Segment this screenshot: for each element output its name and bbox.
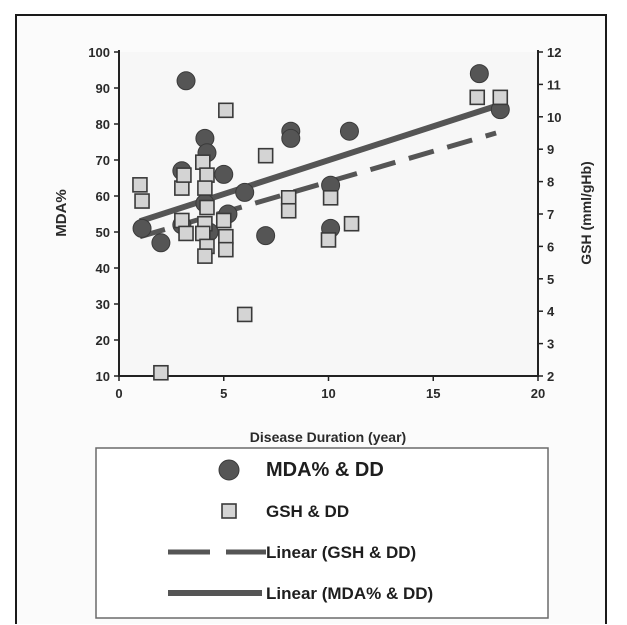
y-right-tick-label: 7: [547, 207, 554, 222]
legend-label: Linear (GSH & DD): [266, 543, 416, 562]
y-left-tick-label: 80: [96, 117, 110, 132]
gsh-point: [218, 241, 234, 258]
x-axis-title: Disease Duration (year): [250, 429, 406, 445]
mda-point: [256, 226, 276, 246]
gsh-point: [195, 154, 211, 170]
gsh-point: [280, 190, 297, 206]
gsh-point: [132, 177, 148, 193]
mda-point: [132, 218, 152, 238]
gsh-point: [199, 167, 215, 183]
y-left-tick-label: 100: [88, 45, 110, 60]
gsh-point: [197, 248, 213, 264]
gsh-point: [195, 225, 211, 242]
y-right-tick-label: 8: [547, 175, 554, 190]
gsh-point: [153, 364, 169, 381]
gsh-point: [322, 190, 339, 206]
y-axis-right-title: GSH (mml/gHb): [578, 161, 594, 264]
y-right-tick-label: 2: [547, 369, 554, 384]
gsh-point: [174, 180, 190, 196]
y-right-tick-label: 9: [547, 142, 554, 157]
y-right-tick-label: 5: [547, 272, 554, 287]
legend: MDA% & DD GSH & DD Linear (GSH & DD) Linear…: [168, 459, 433, 603]
legend-label: Linear (MDA% & DD): [266, 584, 433, 603]
gsh-point: [236, 306, 253, 323]
y-left-tick-label: 10: [96, 369, 110, 384]
gsh-point: [199, 199, 215, 216]
x-tick-label: 20: [531, 386, 545, 401]
y-left-tick-label: 70: [96, 153, 110, 168]
gsh-point: [492, 89, 509, 106]
gsh-point: [257, 147, 274, 164]
mda-point: [214, 164, 234, 184]
legend-label: GSH & DD: [266, 502, 349, 521]
plot-area: [120, 52, 538, 375]
legend-label: MDA% & DD: [266, 459, 384, 481]
gsh-point: [320, 232, 337, 248]
gsh-point: [343, 215, 360, 232]
y-left-tick-label: 40: [96, 261, 110, 276]
y-left-tick-label: 50: [96, 225, 110, 240]
y-right-tick-label: 4: [547, 304, 555, 319]
y-axis-left-title: MDA%: [53, 189, 70, 237]
gsh-point: [197, 180, 213, 196]
gsh-point: [134, 193, 150, 209]
legend-square-symbol: [221, 503, 237, 519]
x-tick-label: 10: [321, 386, 335, 401]
ticks: 0 5 10 15 20 10 20 30 40 50 60 70 80 90 100 2 3 4 5 6 7 8 9 10 1…: [88, 45, 561, 401]
gsh-point: [174, 212, 190, 229]
gsh-point: [280, 202, 297, 219]
y-right-tick-label: 12: [547, 45, 561, 60]
mda-point: [151, 233, 171, 253]
gsh-point: [178, 225, 194, 242]
gsh-point: [176, 167, 192, 183]
gsh-point: [218, 228, 234, 245]
x-tick-label: 15: [426, 386, 440, 401]
y-right-tick-label: 11: [547, 77, 561, 92]
gsh-point: [469, 89, 486, 106]
y-left-tick-label: 20: [96, 333, 110, 348]
y-right-tick-label: 10: [547, 110, 561, 125]
y-left-tick-label: 30: [96, 297, 110, 312]
y-right-tick-label: 6: [547, 239, 554, 254]
mda-point: [176, 71, 196, 91]
y-left-tick-label: 90: [96, 81, 110, 96]
mda-point: [469, 64, 489, 84]
y-right-tick-label: 3: [547, 337, 554, 352]
mda-point: [281, 128, 301, 148]
gsh-point: [215, 212, 232, 229]
mda-point: [235, 182, 255, 202]
gsh-point: [218, 102, 234, 119]
x-tick-label: 0: [115, 386, 122, 401]
mda-point: [339, 121, 359, 141]
legend-circle-symbol: [218, 459, 240, 481]
x-tick-label: 5: [220, 386, 227, 401]
y-left-tick-label: 60: [96, 189, 110, 204]
data-points: [132, 64, 510, 381]
legend-box: [95, 447, 549, 619]
